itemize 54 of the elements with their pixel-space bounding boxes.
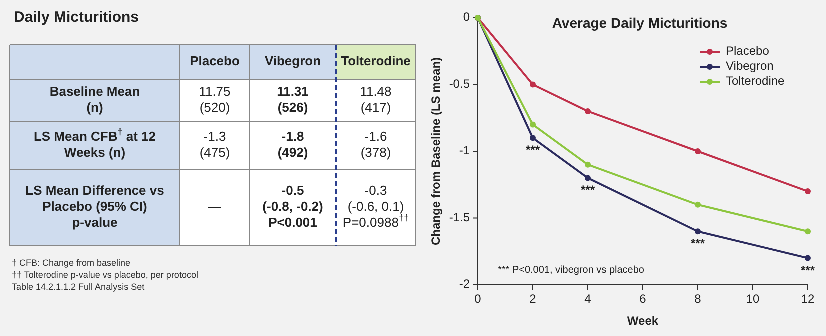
legend-label: Placebo [726,44,770,58]
text: Daily Micturitions [14,9,140,26]
category-label: Tolterodine [341,54,411,69]
text: 11.48 (417) [360,84,392,116]
chart-title: Average Daily Micturitions [552,15,728,31]
point [695,228,701,235]
point [530,135,536,142]
annotation: *** [526,143,540,158]
text: -0.5 (-0.8, -0.2) P<0.001 [262,183,324,230]
text: †† Tolterodine p-value vs placebo, per protocol [12,270,198,280]
point [585,175,591,182]
y-tick-label: -0.5 [449,76,470,91]
text: -0.3 (-0.6, 0.1) P=0.0988$^{††}$ [342,183,410,230]
text: -1.3 (475) [200,129,230,160]
y-tick-label: -1 [459,144,470,158]
text: 11.75 (520) [199,84,231,116]
text: -1.6 (378) [360,129,392,160]
category-label: Placebo [190,54,240,69]
y-tick-label: -2 [459,277,470,292]
y-tick-label: -1.5 [449,210,470,224]
category-label: LS Mean CFB$^{†}$ at 12 Weeks (n) [34,127,156,160]
category-label: Vibegron [264,54,322,69]
text: — [208,199,222,214]
x-tick-label: 0 [474,292,482,306]
y-tick-label: 0 [463,10,470,24]
point [805,255,811,262]
legend-label: Tolterodine [726,74,786,88]
text: 11.31 (526) [277,84,309,116]
category-label: Baseline Mean (n) [50,84,140,116]
x-axis-title: Week [627,314,659,328]
point [585,162,591,168]
annotation: *** P<0.001, vibegron vs placebo [498,265,645,276]
point [695,148,701,154]
point [585,108,591,114]
y-axis-title: Change from Baseline (LS mean) [429,57,443,246]
point [805,228,811,235]
x-tick-label: 4 [584,292,592,306]
x-tick-label: 12 [801,292,815,306]
point [695,202,701,208]
annotation: *** [690,236,706,251]
point [805,188,811,195]
x-tick-label: 6 [640,292,647,306]
annotation: *** [800,263,816,278]
annotation: *** [580,183,596,198]
caption: Table 14.2.1.1.2 Full Analysis Set [12,282,146,292]
x-tick-label: 10 [746,292,760,306]
x-tick-label: 2 [530,292,537,306]
text: † CFB: Change from baseline [12,258,131,268]
point [530,122,536,128]
x-tick-label: 8 [694,292,702,306]
legend-label: Vibegron [726,59,774,74]
text: -1.8 (492) [278,129,308,160]
point [530,82,536,88]
category-label: LS Mean Difference vs Placebo (95% CI) p-value [26,183,164,230]
